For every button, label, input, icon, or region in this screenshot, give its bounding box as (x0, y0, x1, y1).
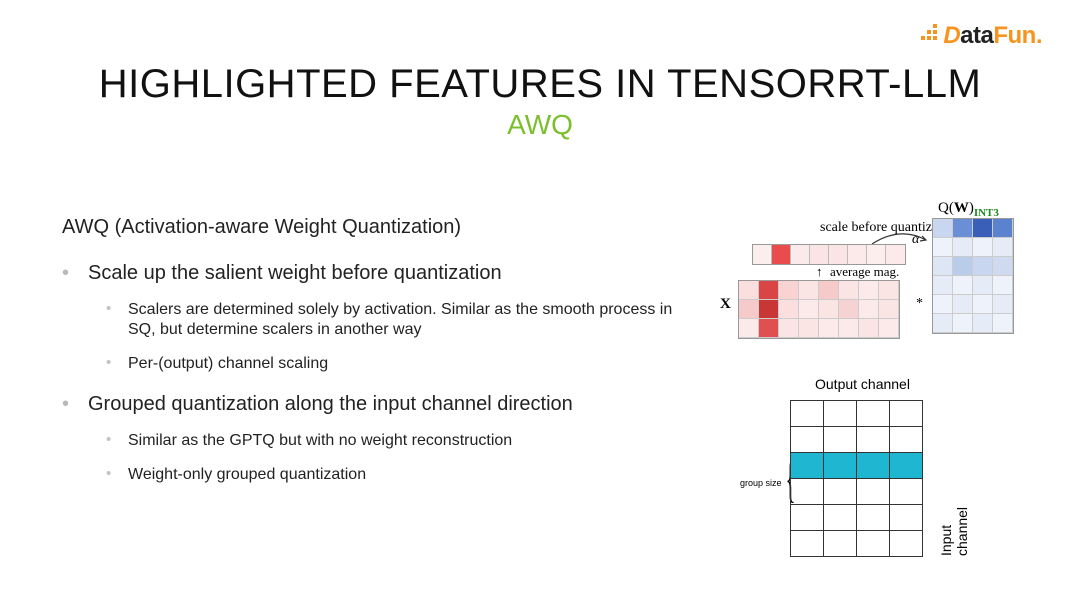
bullet-1-sub-1: Scalers are determined solely by activat… (88, 300, 692, 340)
qw-matrix (932, 218, 1014, 334)
qw-w: W (954, 200, 969, 216)
content-block: AWQ (Activation-aware Weight Quantizatio… (62, 216, 692, 503)
slide-subtitle: AWQ (0, 109, 1080, 141)
slide-title: HIGHLIGHTED FEATURES IN TENSORRT-LLM (0, 0, 1080, 107)
multiply-symbol: * (916, 296, 923, 312)
x-matrix (738, 280, 900, 339)
logo-ata: ata (960, 22, 993, 49)
scale-row (752, 244, 906, 265)
avg-arrow-icon: ↑ (816, 264, 823, 279)
bullet-2-text: Grouped quantization along the input cha… (88, 393, 573, 415)
grouped-quant-diagram: Output channel Input channel group size … (760, 376, 970, 576)
bullet-2-sub-2: Weight-only grouped quantization (88, 465, 692, 485)
bullet-1-sub-2: Per-(output) channel scaling (88, 354, 692, 374)
bullet-1: Scale up the salient weight before quant… (62, 261, 692, 374)
input-channel-label: Input channel (938, 507, 970, 556)
qw-label: Q(W)INT3 (938, 200, 999, 219)
group-size-label: group size (740, 478, 782, 488)
section-heading: AWQ (Activation-aware Weight Quantizatio… (62, 216, 692, 239)
bullet-1-text: Scale up the salient weight before quant… (88, 262, 502, 284)
bullet-2: Grouped quantization along the input cha… (62, 392, 692, 485)
logo-fun: Fun (993, 22, 1035, 49)
output-channel-label: Output channel (815, 376, 910, 392)
x-matrix-label: X (720, 296, 731, 313)
awq-scale-diagram: Q(W)INT3 scale before quantize α ↑ avera… (720, 200, 1040, 350)
brand-logo: DataFun. (921, 22, 1042, 51)
bullet-2-sub-1: Similar as the GPTQ but with no weight r… (88, 431, 692, 451)
logo-dots-icon (921, 23, 941, 51)
average-mag-label: average mag. (830, 264, 899, 280)
qw-prefix: Q( (938, 200, 954, 216)
logo-d: D (943, 22, 960, 49)
weight-grid (790, 400, 922, 556)
logo-dot: . (1036, 22, 1042, 49)
